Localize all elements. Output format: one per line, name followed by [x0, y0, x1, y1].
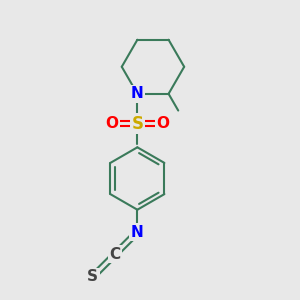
Text: N: N — [131, 224, 144, 239]
Text: N: N — [131, 86, 144, 101]
Text: C: C — [110, 247, 121, 262]
Text: O: O — [156, 116, 169, 131]
Text: O: O — [106, 116, 118, 131]
Text: S: S — [131, 115, 143, 133]
Text: S: S — [87, 269, 98, 284]
